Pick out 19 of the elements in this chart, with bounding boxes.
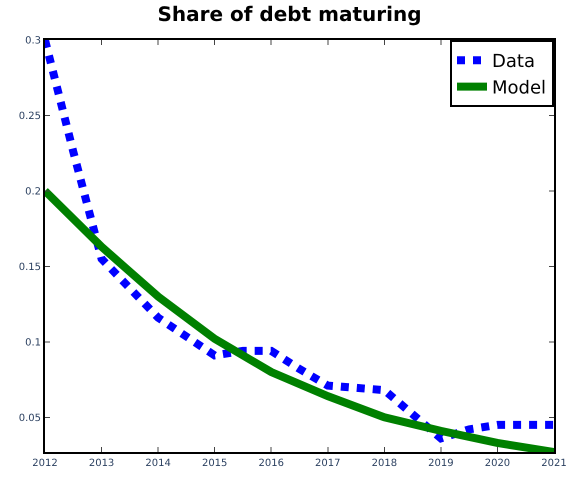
y-tick-label: 0.25 xyxy=(18,110,41,122)
legend-label: Data xyxy=(492,51,535,72)
x-tick-label: 2016 xyxy=(258,458,284,469)
x-tick-label: 2014 xyxy=(145,458,171,469)
x-tick-label: 2012 xyxy=(32,458,58,469)
x-tick-label: 2017 xyxy=(315,458,341,469)
chart-title: Share of debt maturing xyxy=(157,2,422,26)
x-tick-label: 2021 xyxy=(541,458,567,469)
x-tick-label: 2018 xyxy=(372,458,398,469)
x-tick-label: 2013 xyxy=(88,458,114,469)
x-tick-label: 2015 xyxy=(202,458,228,469)
y-tick-label: 0.05 xyxy=(18,412,41,424)
y-tick-label: 0.1 xyxy=(25,337,41,348)
legend-label: Model xyxy=(492,78,546,99)
y-tick-label: 0.3 xyxy=(25,36,41,46)
x-tick-label: 2019 xyxy=(428,458,454,469)
y-tick-label: 0.15 xyxy=(18,262,41,273)
y-tick-label: 0.2 xyxy=(25,186,41,198)
x-tick-label: 2020 xyxy=(484,458,510,469)
